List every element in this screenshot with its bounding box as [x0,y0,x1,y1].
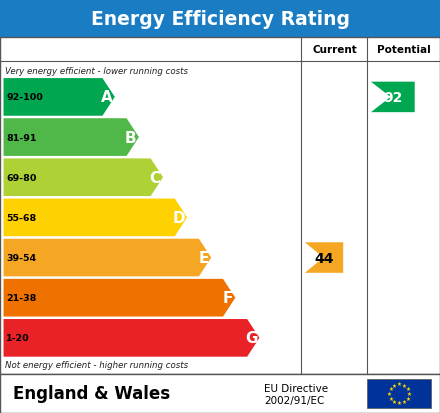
Text: 69-80: 69-80 [6,173,37,182]
Text: 1-20: 1-20 [6,334,30,342]
Bar [0,374,440,413]
Text: EU Directive: EU Directive [264,383,328,393]
Text: G: G [245,330,257,346]
Text: B: B [125,130,137,145]
Polygon shape [4,159,163,197]
Text: ★: ★ [402,399,407,404]
Text: 55-68: 55-68 [6,214,37,222]
Text: ★: ★ [387,391,392,396]
Text: ★: ★ [407,391,412,396]
Text: England & Wales: England & Wales [13,385,170,402]
Text: ★: ★ [388,386,393,391]
Text: Current: Current [312,45,357,55]
Text: D: D [172,210,185,225]
Text: ★: ★ [402,383,407,388]
Text: Not energy efficient - higher running costs: Not energy efficient - higher running co… [5,360,188,369]
Text: 2002/91/EC: 2002/91/EC [264,396,324,406]
Polygon shape [4,79,115,116]
Text: ★: ★ [392,399,397,404]
Polygon shape [4,319,260,357]
Text: E: E [199,250,209,266]
Polygon shape [4,119,139,157]
Polygon shape [4,279,235,317]
Text: F: F [223,290,233,306]
Text: 44: 44 [314,251,334,265]
Text: 21-38: 21-38 [6,294,37,302]
Text: C: C [150,170,161,185]
Polygon shape [371,83,414,113]
Bar [0,0,440,38]
Bar [0,38,440,374]
Polygon shape [4,199,187,237]
Text: Potential: Potential [377,45,431,55]
Text: 92: 92 [383,91,403,104]
Text: 81-91: 81-91 [6,133,37,142]
Text: ★: ★ [392,383,397,388]
Text: ★: ★ [406,386,411,391]
Text: Energy Efficiency Rating: Energy Efficiency Rating [91,9,349,28]
Text: ★: ★ [406,396,411,401]
Bar [367,379,431,408]
Text: A: A [101,90,113,105]
Text: 92-100: 92-100 [6,93,43,102]
Text: 39-54: 39-54 [6,254,36,262]
Text: ★: ★ [388,396,393,401]
Text: ★: ★ [397,400,402,405]
Text: ★: ★ [397,382,402,387]
Polygon shape [305,243,343,273]
Text: Very energy efficient - lower running costs: Very energy efficient - lower running co… [5,66,188,76]
Polygon shape [4,239,211,277]
